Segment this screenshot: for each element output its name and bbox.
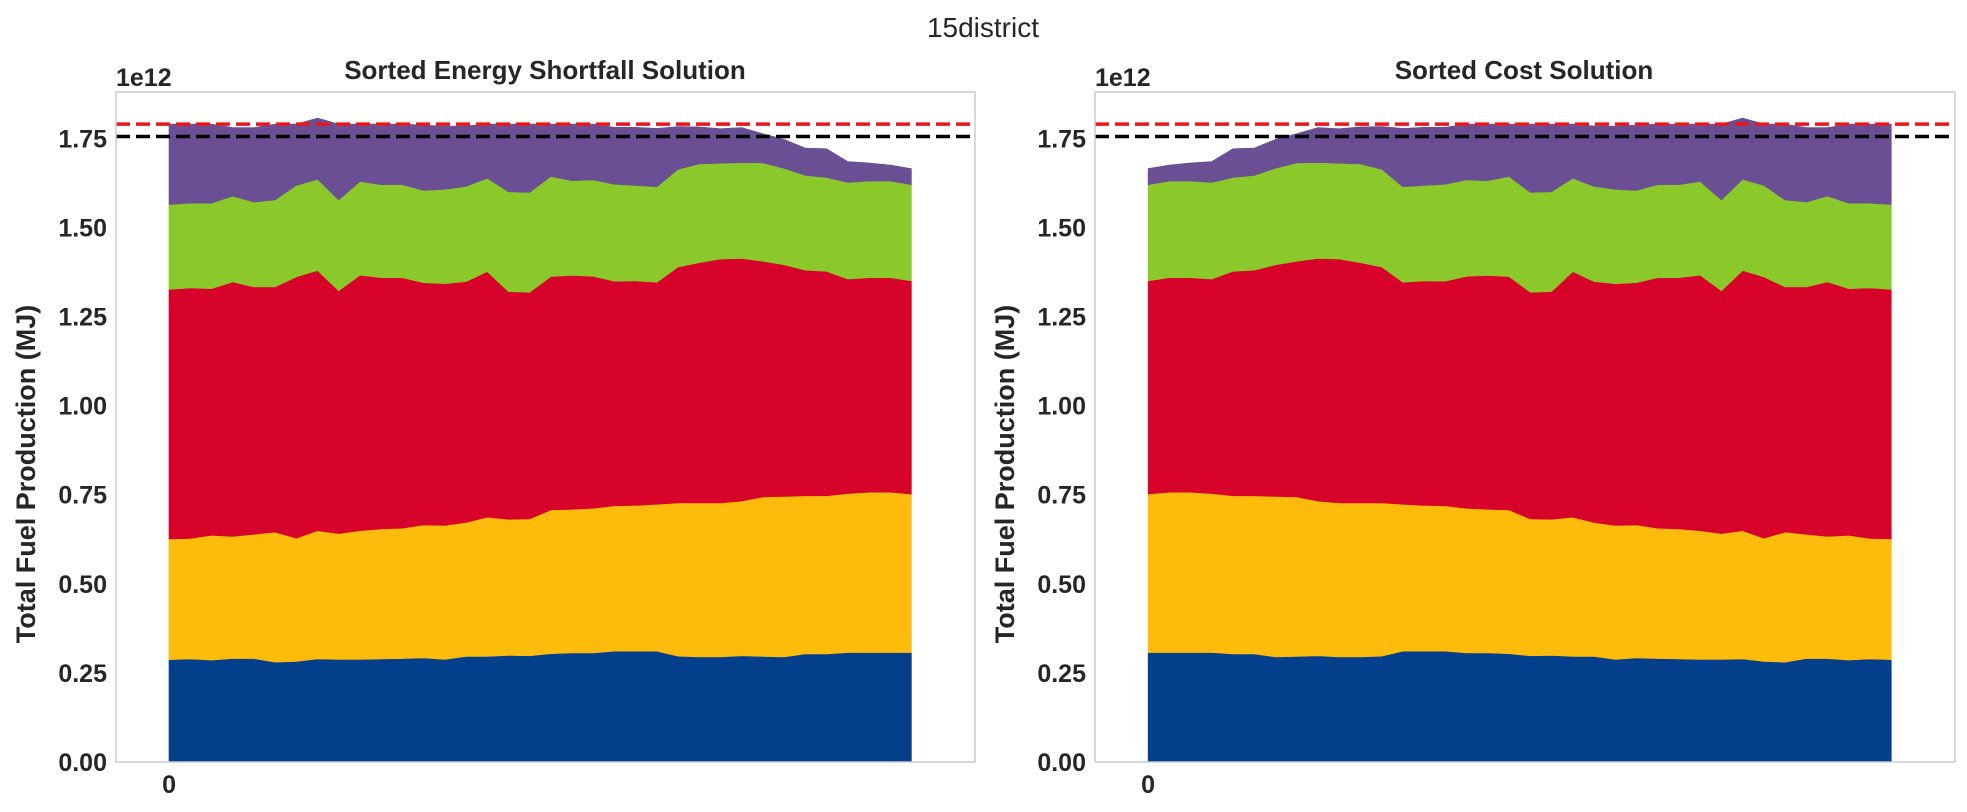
plot-frame [1094, 91, 1956, 763]
y-tick-label: 0.50 [1037, 571, 1086, 599]
area-series-1 [168, 650, 912, 763]
y-tick-label: 0.00 [58, 749, 107, 777]
y-tick-label: 0.75 [58, 482, 107, 510]
figure-suptitle: 15district [927, 12, 1039, 43]
chart-panel-cost: Sorted Cost Solution 1e12 Total Fuel Pro… [990, 55, 1956, 799]
plot-area: 0.00 0.25 0.50 0.75 1.00 1.25 1.50 1.75 0 [58, 91, 976, 799]
y-tick-label: 0.75 [1037, 482, 1086, 510]
y-tick-label: 1.25 [58, 304, 107, 332]
y-tick-label: 1.00 [58, 393, 107, 421]
area-series-5 [1147, 117, 1892, 205]
y-axis-label: Total Fuel Production (MJ) [990, 305, 1020, 643]
y-tick-label: 1.25 [1037, 304, 1086, 332]
y-offset-label: 1e12 [1095, 64, 1151, 92]
y-axis-label: Total Fuel Production (MJ) [11, 305, 41, 643]
y-tick-label: 1.50 [1037, 214, 1086, 242]
y-offset-label: 1e12 [116, 64, 172, 92]
y-tick-label: 0.50 [58, 571, 107, 599]
y-tick-label: 0.25 [1037, 660, 1086, 688]
y-tick-label: 1.75 [58, 125, 107, 153]
chart-panel-energy-shortfall: Sorted Energy Shortfall Solution 1e12 To… [11, 55, 976, 799]
chart-title: Sorted Energy Shortfall Solution [344, 55, 746, 85]
y-tick-label: 0.25 [58, 660, 107, 688]
y-tick-label: 1.75 [1037, 125, 1086, 153]
plot-frame [115, 91, 976, 763]
x-tick-label: 0 [162, 771, 176, 799]
y-tick-label: 0.00 [1037, 749, 1086, 777]
x-tick-label: 0 [1141, 771, 1155, 799]
chart-title: Sorted Cost Solution [1395, 55, 1654, 85]
y-tick-label: 1.50 [58, 214, 107, 242]
plot-area: 0.00 0.25 0.50 0.75 1.00 1.25 1.50 1.75 0 [1037, 91, 1956, 799]
area-series-1 [1147, 650, 1892, 763]
y-tick-label: 1.00 [1037, 393, 1086, 421]
